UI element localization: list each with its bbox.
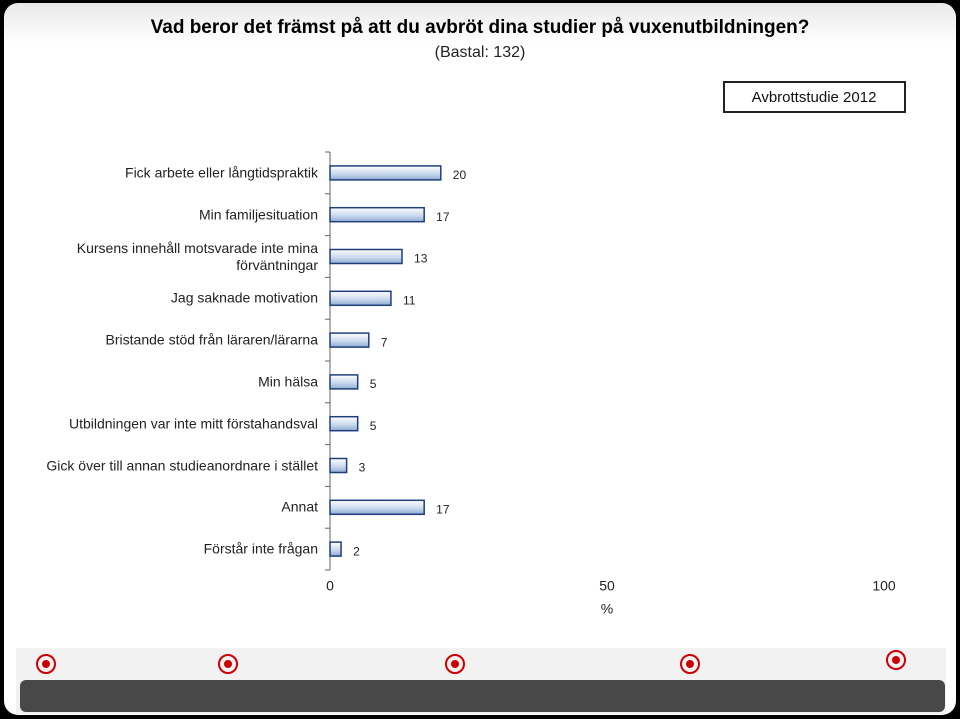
category-label: Bristande stöd från läraren/lärarna [105,331,318,348]
category-label: Utbildningen var inte mitt förstahandsva… [68,415,318,432]
data-label: 17 [436,502,450,516]
chart-title: Vad beror det främst på att du avbröt di… [151,17,810,38]
data-label: 17 [436,210,450,224]
data-label: 2 [353,544,360,558]
category-label: Kursens innehåll motsvarade inte mina fö… [76,239,318,273]
data-label: 13 [414,252,428,266]
x-axis-label: % [601,601,613,617]
bar [329,457,348,474]
bar [329,206,425,223]
data-label: 5 [370,419,377,433]
data-label: 7 [381,335,388,349]
data-label: 11 [403,293,416,307]
category-label: Förstår inte frågan [203,540,318,557]
x-tick-label: 0 [326,578,334,594]
legend-box [723,81,906,113]
panel [4,3,956,715]
bar [329,499,425,516]
bar [329,165,442,181]
category-label: Jag saknade motivation [170,289,318,306]
bar [329,332,370,348]
footer-band [16,648,946,714]
category-label: Annat [281,498,318,515]
category-label: Gick över till annan studieanordnare i s… [46,457,318,473]
bar [329,248,403,265]
x-tick-label: 50 [599,578,615,594]
bar [329,415,359,432]
chart-subtitle: (Bastal: 132) [435,44,526,61]
category-label: Min hälsa [258,373,318,390]
bar [329,374,359,390]
data-label: 5 [370,377,377,391]
bar [329,290,392,307]
data-label: 20 [453,168,467,182]
category-label: Min familjesituation [198,206,318,223]
legend-label: Avbrottstudie 2012 [752,89,877,106]
data-label: 3 [359,461,366,475]
category-label: Fick arbete eller långtidspraktik [125,164,318,181]
x-tick-label: 100 [872,578,896,594]
bar [329,541,342,557]
